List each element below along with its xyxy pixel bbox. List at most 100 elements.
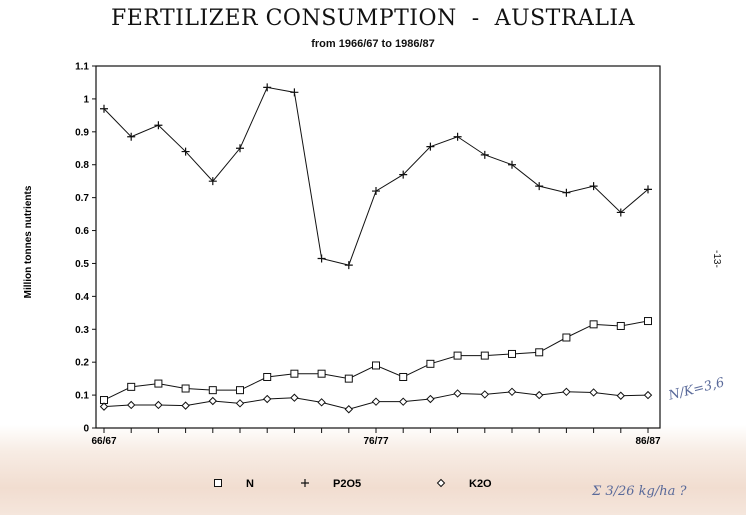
k2o-point [344, 405, 354, 414]
k2o-point [562, 387, 571, 397]
handwritten-bottom-note: Σ 3/26 kg/ha ? [592, 484, 687, 499]
n-point [154, 379, 163, 388]
p2o5-point [426, 142, 435, 151]
series-line-p2o5 [103, 86, 649, 266]
k2o-point [507, 387, 517, 397]
chart-subtitle: from 1966/67 to 1986/87 [311, 38, 435, 50]
n-point [236, 386, 244, 395]
p2o5-point [644, 185, 652, 194]
n-point [508, 349, 516, 358]
k2o-point [262, 394, 272, 404]
y-axis-label: Million tonnes nutrients [23, 185, 34, 298]
k2o-point [534, 390, 544, 400]
n-point [480, 351, 489, 360]
n-point [589, 320, 598, 329]
k2o-point [371, 397, 381, 406]
n-point [290, 369, 299, 378]
k2o-point [398, 397, 408, 406]
p2o5-point [208, 177, 217, 186]
p2o5-point [616, 208, 625, 217]
y-tick-label: 1 [83, 94, 89, 105]
p2o5-point [589, 182, 598, 191]
series-n [100, 317, 652, 405]
p2o5-point [100, 104, 108, 113]
y-tick-label: 0.3 [75, 325, 89, 336]
p2o5-point [263, 83, 272, 92]
n-point [214, 479, 222, 487]
k2o-point [453, 389, 462, 398]
k2o-point [317, 398, 326, 407]
y-tick-label: 0.5 [75, 259, 89, 270]
k2o-point [643, 390, 653, 400]
y-tick-label: 0.7 [75, 193, 89, 204]
k2o-point [616, 391, 626, 400]
x-tick-label: 86/87 [635, 436, 660, 447]
k2o-point [99, 402, 109, 411]
p2o5-point [301, 479, 309, 487]
p2o5-point [562, 188, 571, 197]
n-point [453, 351, 462, 360]
n-point [644, 317, 652, 326]
y-tick-label: 0.2 [75, 358, 89, 369]
k2o-point [126, 400, 136, 410]
k2o-point [436, 478, 446, 488]
y-tick-label: 0.9 [75, 127, 89, 138]
p2o5-point [317, 254, 326, 263]
k2o-point [480, 390, 490, 399]
p2o5-point [453, 132, 462, 141]
k2o-point [426, 394, 435, 404]
n-point [127, 382, 136, 391]
series-k2o [99, 387, 653, 414]
n-point [344, 374, 353, 383]
n-point [399, 372, 408, 381]
n-point [616, 321, 625, 330]
series-layer [99, 83, 653, 414]
legend-label: K2O [469, 478, 492, 490]
scan-shadow [0, 425, 746, 515]
y-tick-label: 1.1 [75, 62, 89, 73]
k2o-point [235, 399, 245, 408]
x-tick-label: 76/77 [363, 436, 388, 447]
x-axis-ticks: 66/67 76/77 86/87 [91, 428, 661, 447]
y-tick-label: 0 [83, 424, 89, 435]
y-tick-label: 0.6 [75, 226, 89, 237]
k2o-point [154, 400, 163, 410]
p2o5-point [344, 261, 353, 270]
p2o5-point [127, 132, 136, 141]
n-point [208, 386, 217, 395]
y-axis-ticks: 0 0.1 0.2 0.3 0.4 0.5 0.6 0.7 0.8 0.9 1 1.1 [75, 62, 96, 435]
p2o5-point [508, 160, 516, 169]
n-point [562, 333, 571, 342]
n-point [372, 361, 380, 370]
p2o5-point [236, 144, 244, 153]
p2o5-point [480, 150, 489, 159]
y-tick-label: 0.4 [75, 292, 89, 303]
n-point [426, 359, 435, 368]
series-p2o5 [100, 83, 652, 270]
plot-frame [95, 65, 661, 429]
legend: N P2O5 K2O [214, 478, 492, 490]
p2o5-point [535, 182, 544, 191]
n-point [263, 372, 272, 381]
chart-title: FERTILIZER CONSUMPTION - AUSTRALIA [111, 6, 635, 31]
p2o5-point [399, 170, 408, 179]
k2o-point [290, 393, 299, 402]
p2o5-point [372, 187, 380, 196]
n-point [535, 348, 544, 357]
page-number: -13- [711, 250, 722, 268]
chart-axes [95, 65, 661, 429]
k2o-point [589, 388, 598, 397]
n-point [181, 384, 190, 393]
legend-label: P2O5 [333, 478, 361, 490]
k2o-point [208, 396, 218, 406]
k2o-point [181, 401, 190, 410]
p2o5-point [181, 147, 190, 156]
p2o5-point [290, 88, 299, 97]
y-tick-label: 0.1 [75, 391, 89, 402]
n-point [317, 369, 326, 378]
p2o5-point [154, 121, 163, 130]
y-tick-label: 0.8 [75, 160, 89, 171]
legend-label: N [246, 478, 254, 490]
